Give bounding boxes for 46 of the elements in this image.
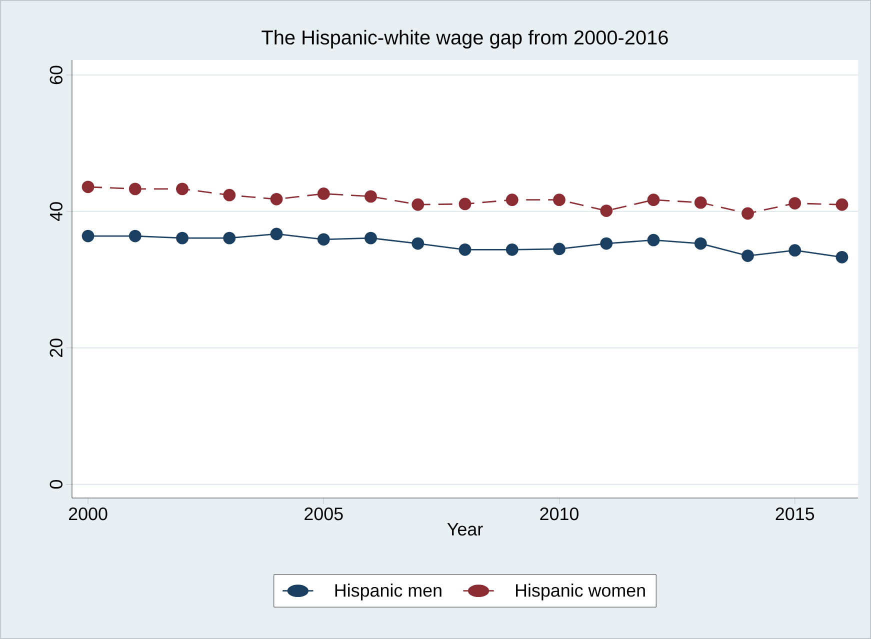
point [600, 237, 613, 250]
point [458, 198, 472, 210]
y-tick-label: 20 [50, 338, 62, 357]
point [128, 230, 142, 242]
point [742, 207, 754, 220]
x-axis-title: Year [447, 523, 483, 536]
point [223, 232, 236, 244]
point [176, 182, 188, 196]
legend-label: Hispanic men [335, 584, 442, 600]
x-tick-label: 2010 [540, 508, 578, 520]
point [412, 237, 424, 250]
point [553, 242, 566, 256]
y-tick-label: 40 [50, 202, 62, 222]
x-tick-label: 2005 [304, 508, 343, 520]
point [270, 228, 283, 240]
point [128, 182, 142, 196]
point [742, 250, 754, 262]
point [553, 194, 566, 206]
y-tick-label: 60 [50, 66, 62, 84]
point [506, 194, 518, 206]
point [836, 198, 848, 211]
chart-title: The Hispanic-white wage gap from 2000-2016 [262, 30, 668, 49]
point [647, 234, 660, 246]
x-tick-label: 2000 [68, 508, 108, 520]
point [788, 197, 802, 210]
point [176, 232, 188, 244]
point [270, 192, 283, 206]
point [223, 188, 236, 202]
point [364, 190, 377, 203]
point [506, 243, 518, 256]
point [600, 204, 613, 217]
point [82, 230, 94, 242]
point [458, 243, 472, 256]
point [836, 250, 848, 264]
point [694, 196, 707, 209]
point [694, 237, 707, 250]
point [647, 194, 660, 206]
x-tick-label: 2015 [776, 508, 814, 520]
legend-label: Hispanic women [516, 584, 645, 600]
point [788, 244, 802, 257]
point [317, 233, 330, 246]
point [317, 188, 330, 200]
y-tick-label: 0 [50, 480, 62, 489]
point [412, 198, 424, 211]
point [364, 232, 377, 244]
point [82, 180, 94, 194]
